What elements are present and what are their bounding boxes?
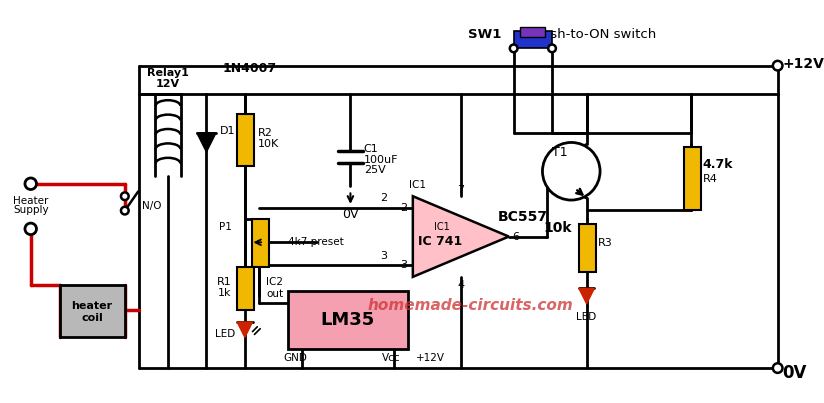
Text: 6: 6: [513, 232, 520, 241]
Circle shape: [25, 223, 36, 235]
Text: GND: GND: [283, 353, 307, 364]
Polygon shape: [413, 196, 509, 277]
Text: Push-to-ON switch: Push-to-ON switch: [534, 29, 657, 42]
Text: 3: 3: [400, 260, 407, 270]
Text: coil: coil: [82, 313, 103, 323]
Text: LM35: LM35: [321, 311, 375, 329]
Circle shape: [773, 363, 783, 373]
Text: 2: 2: [400, 203, 407, 213]
Text: R3: R3: [598, 238, 613, 248]
Text: N/O: N/O: [142, 201, 162, 211]
Circle shape: [548, 44, 556, 52]
Text: +12V: +12V: [416, 353, 445, 364]
Bar: [579, 224, 597, 272]
Circle shape: [773, 61, 783, 71]
Text: 0V: 0V: [342, 208, 358, 221]
Bar: [513, 31, 552, 48]
Polygon shape: [237, 322, 252, 337]
Polygon shape: [197, 133, 216, 152]
Text: IC1: IC1: [410, 180, 426, 190]
Circle shape: [121, 192, 129, 200]
Text: 4k7 preset: 4k7 preset: [288, 237, 344, 247]
Text: 1N4007: 1N4007: [222, 62, 277, 75]
Text: 12V: 12V: [156, 79, 180, 89]
Text: R4: R4: [703, 174, 718, 184]
Text: Vcc: Vcc: [382, 353, 400, 364]
Bar: [684, 147, 701, 210]
Text: P1: P1: [219, 222, 232, 232]
Text: Supply: Supply: [13, 205, 49, 215]
Text: 0V: 0V: [783, 364, 807, 382]
Text: D1: D1: [220, 126, 236, 136]
Text: homemade-circuits.com: homemade-circuits.com: [368, 298, 574, 313]
Circle shape: [25, 178, 36, 189]
Text: R2: R2: [258, 128, 273, 138]
Bar: [59, 285, 124, 337]
Text: 1k: 1k: [218, 288, 232, 298]
Text: SW1: SW1: [468, 29, 502, 42]
Bar: [237, 114, 255, 166]
Text: IC 741: IC 741: [418, 235, 461, 248]
Text: 100uF: 100uF: [364, 155, 398, 165]
Text: BC557: BC557: [499, 210, 548, 224]
Bar: [237, 267, 255, 310]
Circle shape: [121, 207, 129, 214]
Text: 2: 2: [381, 193, 387, 203]
Text: 4: 4: [457, 280, 465, 289]
Text: R1: R1: [217, 277, 232, 287]
Bar: [251, 219, 269, 267]
Text: C1: C1: [364, 144, 378, 154]
Circle shape: [510, 44, 517, 52]
Text: IC1: IC1: [433, 222, 450, 232]
Text: LED: LED: [215, 330, 235, 339]
Text: out: out: [266, 289, 283, 299]
Bar: [288, 291, 408, 349]
Bar: [521, 27, 545, 37]
Text: 25V: 25V: [364, 165, 386, 175]
Text: T1: T1: [552, 145, 568, 158]
Text: heater: heater: [72, 301, 113, 311]
Text: 7: 7: [457, 185, 465, 195]
Text: 4.7k: 4.7k: [703, 158, 733, 171]
Text: 10k: 10k: [543, 221, 572, 235]
Circle shape: [542, 142, 600, 200]
Polygon shape: [579, 289, 594, 304]
Text: IC2: IC2: [266, 277, 283, 287]
Text: Heater: Heater: [13, 196, 49, 206]
Text: Relay1: Relay1: [147, 69, 189, 78]
Text: 10K: 10K: [258, 139, 279, 150]
Text: 3: 3: [381, 251, 387, 261]
Text: LED: LED: [577, 312, 597, 322]
Text: +12V: +12V: [783, 57, 824, 71]
